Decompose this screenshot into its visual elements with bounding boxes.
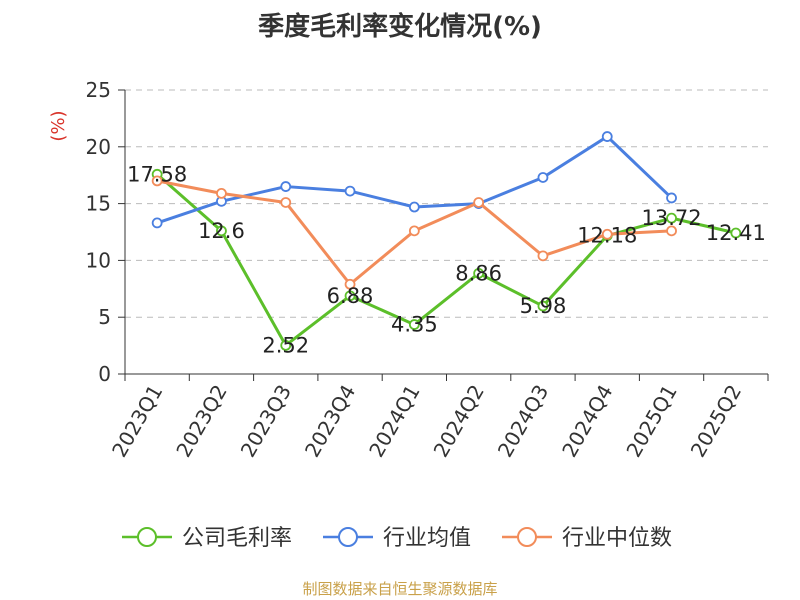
series-point-1	[344, 185, 356, 197]
source-note: 制图数据来自恒生聚源数据库	[302, 580, 498, 598]
series-point-0	[473, 267, 485, 279]
x-tick-label: 2023Q4	[300, 381, 360, 462]
data-label: 13.72	[641, 206, 701, 230]
legend-label: 行业均值	[383, 526, 471, 551]
x-tick-label: 2025Q2	[686, 381, 746, 462]
data-label: 8.86	[455, 261, 502, 285]
x-tick-label: 2025Q1	[621, 381, 681, 462]
series-point-0	[344, 290, 356, 302]
series-point-1	[537, 172, 549, 183]
series-point-2	[666, 225, 677, 237]
legend-label: 公司毛利率	[182, 526, 292, 551]
y-tick-label: 0	[98, 362, 111, 386]
series-point-2	[473, 197, 485, 208]
x-tick-label: 2023Q3	[236, 381, 296, 462]
data-label: 12.41	[706, 221, 766, 245]
legend-swatch-marker	[517, 527, 537, 547]
series-point-1	[280, 181, 292, 192]
x-tick-label: 2023Q1	[107, 381, 167, 462]
series-point-2	[344, 278, 356, 290]
grid-lines	[125, 89, 768, 318]
legend-label: 行业中位数	[562, 526, 672, 551]
series-line-0	[156, 173, 737, 347]
series-point-0	[537, 300, 549, 312]
y-tick-label: 20	[86, 135, 111, 159]
series-point-0	[280, 339, 292, 351]
data-labels: 17.58 12.6 2.52 6.88 4.35 8.86 5.98 12.1813.721…	[127, 162, 766, 357]
y-tick-label: 25	[86, 78, 111, 102]
chart-title: 季度毛利率变化情况(%)	[258, 12, 542, 42]
y-tick-label: 10	[86, 248, 111, 272]
series-point-0	[408, 319, 420, 330]
series-point-2	[216, 187, 227, 199]
series-point-2	[537, 250, 549, 262]
legend-swatch-marker	[338, 527, 358, 547]
series-point-2	[408, 225, 420, 237]
legend: 公司毛利率 行业均值 行业中位数	[122, 526, 672, 551]
y-axis-title: (%)	[48, 110, 69, 141]
x-tick-label: 2024Q3	[493, 381, 553, 462]
y-tick-label: 5	[98, 305, 111, 329]
data-label: 2.52	[262, 333, 309, 357]
x-tick-label: 2023Q2	[171, 381, 231, 462]
series-point-2	[151, 175, 163, 187]
x-tick-label: 2024Q2	[429, 381, 489, 462]
y-tick-label: 15	[86, 192, 111, 216]
series-point-1	[666, 192, 677, 204]
series-point-1	[601, 131, 613, 142]
series-point-0	[666, 212, 677, 224]
series-point-2	[601, 228, 613, 240]
data-label: 12.6	[198, 219, 245, 243]
series-point-2	[280, 197, 292, 208]
x-tick-label: 2024Q4	[557, 381, 617, 462]
data-label: 17.58	[127, 162, 187, 186]
series-point-1	[151, 217, 163, 229]
legend-swatch-marker	[137, 527, 157, 547]
series-lines	[151, 131, 742, 351]
data-label: 12.18	[577, 224, 637, 248]
series-point-0	[730, 227, 742, 239]
series-point-1	[408, 201, 420, 213]
data-label: 6.88	[327, 284, 374, 308]
data-label: 5.98	[520, 294, 567, 318]
series-point-0	[216, 225, 227, 237]
data-label: 4.35	[391, 313, 438, 337]
x-tick-label: 2024Q1	[364, 381, 424, 462]
